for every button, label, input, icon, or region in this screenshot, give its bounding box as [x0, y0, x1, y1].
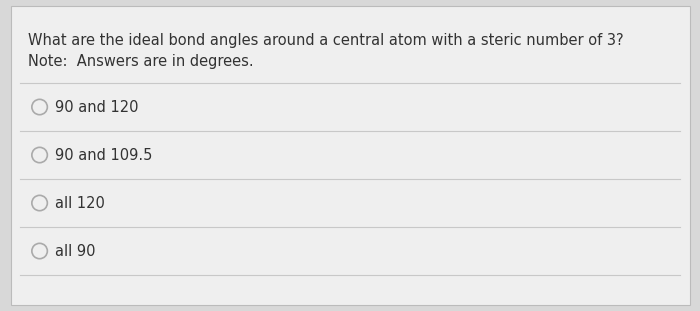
Text: Note:  Answers are in degrees.: Note: Answers are in degrees. — [28, 54, 253, 69]
Text: 90 and 120: 90 and 120 — [55, 100, 139, 114]
Text: 90 and 109.5: 90 and 109.5 — [55, 147, 153, 163]
FancyBboxPatch shape — [10, 6, 690, 305]
Text: all 120: all 120 — [55, 196, 105, 211]
Text: all 90: all 90 — [55, 244, 96, 258]
Text: What are the ideal bond angles around a central atom with a steric number of 3?: What are the ideal bond angles around a … — [28, 33, 624, 48]
